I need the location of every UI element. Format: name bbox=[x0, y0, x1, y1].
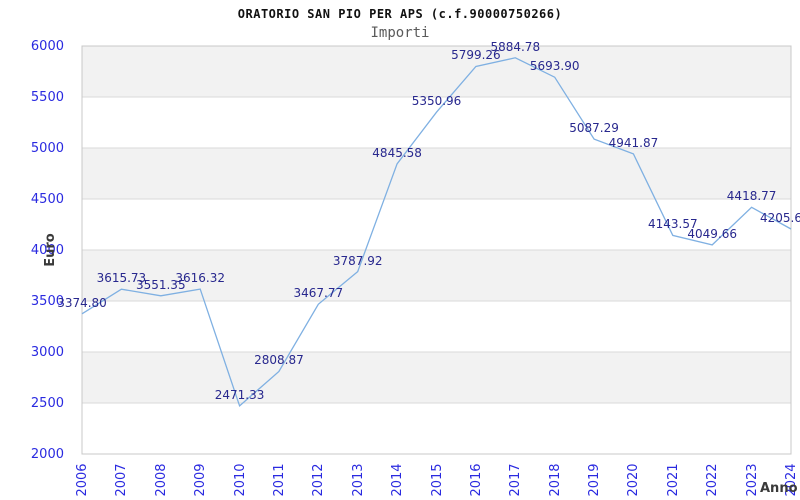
x-tick-label: 2022 bbox=[705, 463, 721, 497]
x-tick-label: 2006 bbox=[75, 463, 90, 497]
x-tick-label: 2017 bbox=[508, 463, 524, 497]
y-tick-label: 5500 bbox=[30, 90, 64, 105]
chart-title: ORATORIO SAN PIO PER APS (c.f.9000075026… bbox=[237, 7, 563, 21]
x-tick-label: 2009 bbox=[193, 463, 209, 497]
series-line bbox=[81, 57, 792, 408]
data-label: 4205.6 bbox=[760, 211, 800, 226]
plot-band bbox=[82, 97, 791, 148]
y-tick-label: 4000 bbox=[30, 243, 64, 258]
plot-band bbox=[82, 250, 791, 301]
y-tick-label: 5000 bbox=[30, 141, 64, 156]
data-label: 4418.77 bbox=[726, 189, 777, 204]
data-label: 5799.26 bbox=[451, 48, 501, 63]
data-label: 5087.29 bbox=[569, 121, 619, 136]
y-tick-label: 6000 bbox=[30, 39, 64, 54]
data-label: 3551.35 bbox=[135, 277, 186, 292]
x-tick-label: 2021 bbox=[665, 463, 681, 497]
x-tick-label: 2019 bbox=[587, 463, 603, 497]
data-label: 4143.57 bbox=[648, 217, 698, 232]
data-label: 4941.87 bbox=[608, 135, 659, 150]
x-axis-title: Anno bbox=[760, 481, 798, 496]
y-tick-label: 2000 bbox=[30, 447, 64, 462]
x-tick-label: 2012 bbox=[311, 463, 327, 497]
data-label: 3616.32 bbox=[175, 271, 225, 286]
y-axis-title: Euro bbox=[43, 233, 58, 267]
data-label: 2808.87 bbox=[254, 353, 304, 368]
data-label: 3615.73 bbox=[96, 271, 147, 286]
data-label: 4049.66 bbox=[687, 226, 738, 241]
plot-band bbox=[82, 403, 791, 454]
x-tick-label: 2020 bbox=[626, 463, 642, 497]
y-tick-label: 3000 bbox=[30, 345, 64, 360]
data-label: 2471.33 bbox=[214, 387, 265, 402]
y-tick-label: 4500 bbox=[30, 192, 64, 207]
y-tick-label: 2500 bbox=[30, 396, 64, 411]
data-label: 5350.96 bbox=[411, 94, 462, 109]
x-tick-label: 2015 bbox=[429, 463, 445, 497]
data-label: 4845.58 bbox=[372, 145, 422, 160]
data-label: 3467.77 bbox=[293, 286, 344, 301]
y-tick-label: 3500 bbox=[30, 294, 64, 309]
plot-band bbox=[82, 199, 791, 250]
x-tick-label: 2018 bbox=[547, 463, 563, 497]
x-tick-label: 2008 bbox=[153, 463, 169, 497]
plot-band bbox=[82, 46, 791, 97]
plot-band bbox=[82, 148, 791, 199]
plot-band bbox=[82, 352, 791, 403]
chart-subtitle: Importi bbox=[370, 25, 430, 41]
x-tick-label: 2007 bbox=[114, 463, 130, 497]
plot-border bbox=[81, 45, 792, 455]
x-tick-label: 2013 bbox=[350, 463, 366, 497]
x-tick-label: 2016 bbox=[468, 463, 484, 497]
x-tick-label: 2011 bbox=[271, 463, 287, 497]
data-label: 3787.92 bbox=[332, 253, 383, 268]
plot-band bbox=[82, 301, 791, 352]
data-label: 5693.90 bbox=[529, 59, 580, 74]
data-label: 5884.78 bbox=[490, 39, 541, 54]
data-label: 3374.80 bbox=[57, 295, 107, 310]
x-tick-label: 2010 bbox=[232, 463, 248, 497]
x-tick-label: 2023 bbox=[744, 463, 760, 497]
x-tick-label: 2014 bbox=[390, 463, 406, 497]
